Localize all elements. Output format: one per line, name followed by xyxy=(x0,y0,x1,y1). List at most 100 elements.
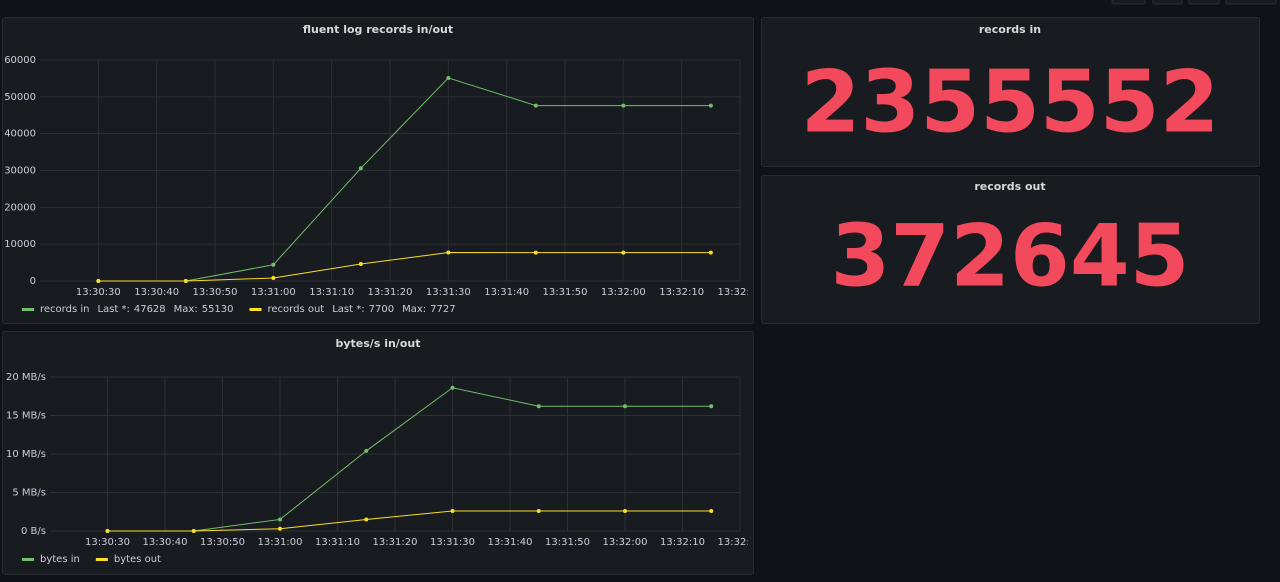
legend-stat-label: Max: xyxy=(402,304,426,315)
x-tick-label: 13:30:40 xyxy=(134,287,179,298)
y-tick-label: 40000 xyxy=(4,129,36,140)
data-point xyxy=(183,279,188,283)
data-point xyxy=(709,404,714,409)
legend-label: bytes in xyxy=(40,554,80,565)
x-tick-label: 13:30:40 xyxy=(143,537,188,548)
data-point xyxy=(623,404,627,409)
data-point xyxy=(364,517,369,522)
data-point xyxy=(709,508,714,513)
x-tick-label: 13:31:00 xyxy=(251,287,296,298)
panel xyxy=(761,175,1260,324)
x-tick-label: 13:31:20 xyxy=(373,537,418,548)
toolbar-button[interactable] xyxy=(1152,0,1183,5)
y-tick-label: 10 MB/s xyxy=(6,449,46,460)
x-tick-label: 13:30:30 xyxy=(85,537,130,548)
stat-value: 372645 xyxy=(830,206,1189,306)
legend-stat-value: 55130 xyxy=(202,304,234,315)
panel-title: bytes/s in/out xyxy=(336,337,421,350)
y-tick-label: 10000 xyxy=(4,239,36,250)
x-tick-label: 13:32:20 xyxy=(718,537,763,548)
data-point xyxy=(358,262,363,267)
data-point xyxy=(536,508,541,513)
legend-label: bytes out xyxy=(114,554,161,565)
x-tick-label: 13:31:50 xyxy=(545,537,590,548)
y-tick-label: 0 xyxy=(30,276,36,287)
data-point xyxy=(364,448,369,453)
x-tick-label: 13:31:30 xyxy=(430,537,475,548)
y-tick-label: 50000 xyxy=(4,92,36,103)
legend-swatch xyxy=(249,308,262,311)
data-point xyxy=(621,250,626,255)
chart: 0 B/s 5 MB/s 10 MB/s 15 MB/s 20 MB/s 13:30:30… xyxy=(6,372,763,548)
x-tick-label: 13:30:50 xyxy=(200,537,245,548)
panel-title: records out xyxy=(974,180,1045,193)
x-tick-label: 13:31:50 xyxy=(543,287,588,298)
legend-label: records out xyxy=(268,304,325,315)
y-tick-label: 20000 xyxy=(4,202,36,213)
panel-title: fluent log records in/out xyxy=(303,23,453,36)
x-tick-label: 13:31:40 xyxy=(488,537,533,548)
legend-stat-label: Max: xyxy=(174,304,198,315)
x-tick-label: 13:31:00 xyxy=(258,537,303,548)
x-tick-label: 13:32:20 xyxy=(718,287,763,298)
legend-stat-value: 7700 xyxy=(369,304,394,315)
x-tick-label: 13:31:10 xyxy=(309,287,354,298)
panel-title: records in xyxy=(979,23,1041,36)
data-point xyxy=(450,508,455,513)
legend-stat-value: 47628 xyxy=(134,304,166,315)
data-point xyxy=(446,75,451,80)
x-tick-label: 13:30:30 xyxy=(76,287,121,298)
data-point xyxy=(446,250,451,255)
panel xyxy=(2,331,754,575)
x-tick-label: 13:31:10 xyxy=(315,537,360,548)
stat-value: 2355552 xyxy=(801,52,1220,152)
data-point xyxy=(96,279,101,283)
legend-swatch xyxy=(95,558,108,561)
data-point xyxy=(533,103,538,108)
x-tick-label: 13:31:30 xyxy=(426,287,471,298)
series-line xyxy=(107,510,712,532)
data-point xyxy=(536,404,541,409)
data-point xyxy=(271,276,276,281)
data-point xyxy=(708,250,713,255)
series-line xyxy=(98,77,711,282)
y-tick-label: 20 MB/s xyxy=(6,372,46,383)
data-point xyxy=(105,529,110,533)
x-tick-label: 13:31:40 xyxy=(484,287,529,298)
y-tick-label: 5 MB/s xyxy=(12,488,46,499)
x-tick-label: 13:32:00 xyxy=(603,537,648,548)
data-point xyxy=(533,250,538,255)
y-tick-label: 15 MB/s xyxy=(6,411,46,422)
data-point xyxy=(450,385,455,390)
toolbar-button[interactable] xyxy=(1188,0,1220,5)
x-tick-label: 13:30:50 xyxy=(193,287,238,298)
x-tick-label: 13:32:00 xyxy=(601,287,646,298)
legend-swatch xyxy=(22,308,34,311)
data-point xyxy=(623,508,627,513)
toolbar-button[interactable] xyxy=(1111,0,1146,5)
series-line xyxy=(107,387,712,532)
y-tick-label: 30000 xyxy=(4,166,36,177)
data-point xyxy=(708,103,713,108)
chart: 0 10000 20000 30000 40000 50000 60000 13:30:30 1… xyxy=(4,55,763,298)
x-tick-label: 13:32:10 xyxy=(659,287,704,298)
legend-stat-value: 7727 xyxy=(430,304,455,315)
data-point xyxy=(278,517,282,522)
data-point xyxy=(191,529,196,533)
legend-swatch xyxy=(22,558,34,561)
panel xyxy=(761,17,1260,167)
x-tick-label: 13:31:20 xyxy=(368,287,413,298)
toolbar-button[interactable] xyxy=(1225,0,1277,5)
legend-stat-label: Last *: xyxy=(332,304,364,315)
legend-stat-label: Last *: xyxy=(97,304,129,315)
data-point xyxy=(271,262,276,267)
data-point xyxy=(358,166,363,171)
data-point xyxy=(621,103,626,108)
y-tick-label: 0 B/s xyxy=(21,526,46,537)
data-point xyxy=(278,526,282,531)
legend-label: records in xyxy=(40,304,89,315)
x-tick-label: 13:32:10 xyxy=(660,537,705,548)
series-line xyxy=(98,252,711,282)
